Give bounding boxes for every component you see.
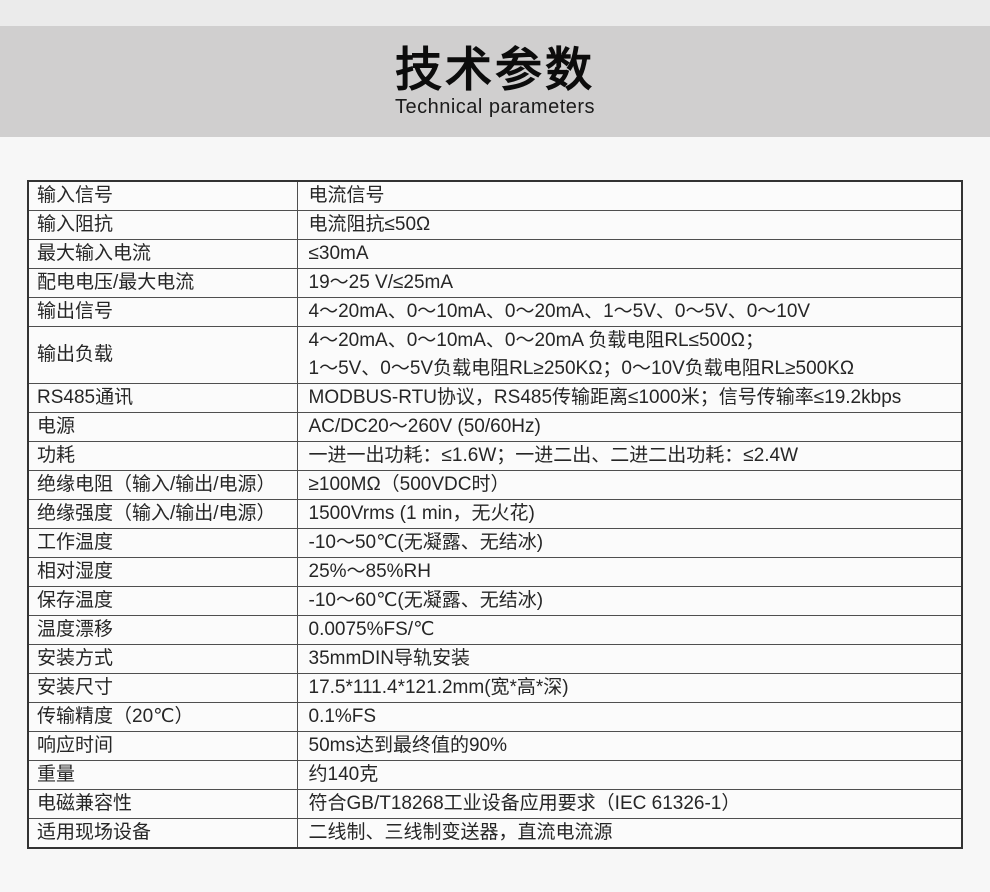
spec-table-body: 输入信号 电流信号 输入阻抗 电流阻抗≤50Ω 最大输入电流 ≤30mA 配电电压/最大电流…	[27, 180, 963, 849]
param-label: 传输精度（20℃）	[27, 702, 298, 732]
param-value: ≥100MΩ（500VDC时）	[296, 470, 963, 500]
table-row: 适用现场设备 二线制、三线制变送器，直流电流源	[27, 818, 963, 849]
param-value: 0.0075%FS/℃	[296, 615, 963, 645]
param-label: 安装尺寸	[27, 673, 298, 703]
param-label: 响应时间	[27, 731, 298, 761]
param-value: 一进一出功耗：≤1.6W；一进二出、二进二出功耗：≤2.4W	[296, 441, 963, 471]
table-row: RS485通讯 MODBUS-RTU协议，RS485传输距离≤1000米；信号传输…	[27, 383, 963, 413]
table-row: 功耗 一进一出功耗：≤1.6W；一进二出、二进二出功耗：≤2.4W	[27, 441, 963, 471]
table-row: 电磁兼容性 符合GB/T18268工业设备应用要求（IEC 61326-1）	[27, 789, 963, 819]
table-row: 输入信号 电流信号	[27, 180, 963, 211]
param-label: RS485通讯	[27, 383, 298, 413]
table-row: 传输精度（20℃） 0.1%FS	[27, 702, 963, 732]
table-row: 绝缘电阻（输入/输出/电源） ≥100MΩ（500VDC时）	[27, 470, 963, 500]
param-label: 输入阻抗	[27, 210, 298, 240]
param-label: 重量	[27, 760, 298, 790]
table-row: 安装尺寸 17.5*111.4*121.2mm(宽*高*深)	[27, 673, 963, 703]
param-value: -10～50℃(无凝露、无结冰)	[296, 528, 963, 558]
param-value: 4～20mA、0～10mA、0～20mA、1～5V、0～5V、0～10V	[296, 297, 963, 327]
param-value: 0.1%FS	[296, 702, 963, 732]
table-row: 温度漂移 0.0075%FS/℃	[27, 615, 963, 645]
param-label: 保存温度	[27, 586, 298, 616]
page-subtitle: Technical parameters	[394, 96, 596, 119]
param-value: 符合GB/T18268工业设备应用要求（IEC 61326-1）	[296, 789, 963, 819]
table-row: 最大输入电流 ≤30mA	[27, 239, 963, 269]
param-label: 最大输入电流	[27, 239, 298, 269]
param-value: MODBUS-RTU协议，RS485传输距离≤1000米；信号传输率≤19.2k…	[296, 383, 963, 413]
spec-table: 输入信号 电流信号 输入阻抗 电流阻抗≤50Ω 最大输入电流 ≤30mA 配电电压/最大电流…	[27, 180, 963, 849]
param-value: 约140克	[296, 760, 963, 790]
param-value: AC/DC20～260V (50/60Hz)	[296, 412, 963, 442]
param-label: 电磁兼容性	[27, 789, 298, 819]
table-row: 输出负载 4～20mA、0～10mA、0～20mA 负载电阻RL≤500Ω； 1～…	[27, 326, 963, 384]
table-row: 输入阻抗 电流阻抗≤50Ω	[27, 210, 963, 240]
param-label: 安装方式	[27, 644, 298, 674]
param-value: 电流信号	[296, 180, 963, 211]
param-label: 适用现场设备	[27, 818, 298, 849]
param-label: 功耗	[27, 441, 298, 471]
table-row: 响应时间 50ms达到最终值的90%	[27, 731, 963, 761]
param-value: 35mmDIN导轨安装	[296, 644, 963, 674]
param-value: 19～25 V/≤25mA	[296, 268, 963, 298]
param-label: 绝缘强度（输入/输出/电源）	[27, 499, 298, 529]
param-value: 17.5*111.4*121.2mm(宽*高*深)	[296, 673, 963, 703]
param-value: 电流阻抗≤50Ω	[296, 210, 963, 240]
table-row: 工作温度 -10～50℃(无凝露、无结冰)	[27, 528, 963, 558]
param-value: 二线制、三线制变送器，直流电流源	[296, 818, 963, 849]
param-label: 输出信号	[27, 297, 298, 327]
table-row: 输出信号 4～20mA、0～10mA、0～20mA、1～5V、0～5V、0～10V	[27, 297, 963, 327]
table-row: 重量 约140克	[27, 760, 963, 790]
param-value: 50ms达到最终值的90%	[296, 731, 963, 761]
page-title: 技术参数	[395, 42, 595, 96]
param-label: 相对湿度	[27, 557, 298, 587]
table-row: 保存温度 -10～60℃(无凝露、无结冰)	[27, 586, 963, 616]
table-row: 电源 AC/DC20～260V (50/60Hz)	[27, 412, 963, 442]
param-value: 4～20mA、0～10mA、0～20mA 负载电阻RL≤500Ω； 1～5V、0…	[296, 326, 963, 384]
param-value: 1500Vrms (1 min，无火花)	[296, 499, 963, 529]
param-label: 绝缘电阻（输入/输出/电源）	[27, 470, 298, 500]
top-strip	[0, 0, 990, 26]
param-label: 输出负载	[27, 326, 298, 384]
param-value: 25%～85%RH	[296, 557, 963, 587]
param-label: 电源	[27, 412, 298, 442]
table-row: 配电电压/最大电流 19～25 V/≤25mA	[27, 268, 963, 298]
table-row: 安装方式 35mmDIN导轨安装	[27, 644, 963, 674]
table-row: 绝缘强度（输入/输出/电源） 1500Vrms (1 min，无火花)	[27, 499, 963, 529]
header-band: 技术参数 Technical parameters	[0, 26, 990, 137]
param-label: 温度漂移	[27, 615, 298, 645]
param-value: ≤30mA	[296, 239, 963, 269]
param-value: -10～60℃(无凝露、无结冰)	[296, 586, 963, 616]
param-label: 工作温度	[27, 528, 298, 558]
param-label: 输入信号	[27, 180, 298, 211]
table-row: 相对湿度 25%～85%RH	[27, 557, 963, 587]
param-label: 配电电压/最大电流	[27, 268, 298, 298]
